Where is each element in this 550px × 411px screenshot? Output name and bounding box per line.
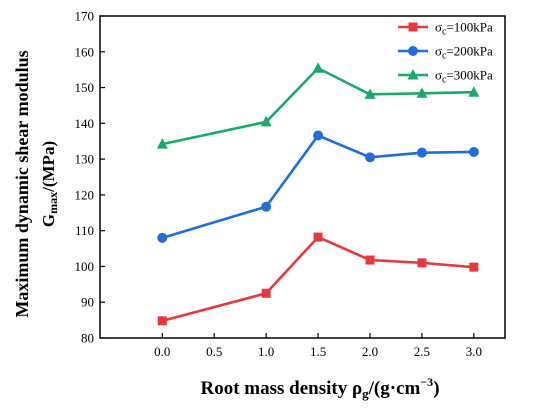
series-line bbox=[161, 235, 474, 323]
data-point bbox=[468, 146, 479, 157]
legend-marker bbox=[407, 69, 419, 80]
x-tick-label: 0.5 bbox=[206, 344, 222, 359]
y-tick-label: 90 bbox=[81, 295, 94, 310]
data-point bbox=[365, 255, 375, 265]
data-point bbox=[261, 288, 271, 298]
series-line bbox=[161, 134, 474, 240]
x-tick-label: 1.0 bbox=[258, 344, 274, 359]
data-point bbox=[416, 87, 428, 98]
y-tick-label: 120 bbox=[75, 187, 95, 202]
legend-label: σc=200kPa bbox=[435, 44, 493, 62]
data-point bbox=[416, 147, 427, 158]
legend-item: σc=100kPa bbox=[398, 20, 493, 38]
y-tick-label: 140 bbox=[75, 116, 95, 131]
series-layer bbox=[156, 62, 480, 326]
y-axis-label-line1: Maximum dynamic shear modulus bbox=[12, 50, 32, 317]
x-tick-label: 2.5 bbox=[414, 344, 430, 359]
data-point bbox=[312, 62, 324, 73]
y-axis-label-line2: Gmax/(MPa) bbox=[39, 141, 60, 227]
legend-item: σc=200kPa bbox=[398, 44, 493, 62]
x-axis-label: Root mass density ρg/(g·cm−3) bbox=[200, 375, 439, 401]
series-line bbox=[162, 66, 474, 146]
y-tick-label: 130 bbox=[75, 152, 95, 167]
data-point bbox=[156, 138, 168, 149]
y-tick-label: 170 bbox=[75, 9, 95, 24]
x-tick-label: 3.0 bbox=[466, 344, 482, 359]
y-tick-label: 160 bbox=[75, 44, 95, 59]
data-point bbox=[260, 115, 272, 127]
legend-label: σc=300kPa bbox=[435, 68, 493, 86]
data-point bbox=[364, 88, 376, 99]
y-tick-label: 110 bbox=[75, 223, 94, 238]
data-point bbox=[417, 258, 427, 268]
data-point bbox=[157, 316, 167, 326]
series-3 bbox=[156, 62, 480, 149]
data-point bbox=[365, 152, 375, 163]
y-tick-label: 150 bbox=[75, 80, 95, 95]
legend: σc=100kPa σc=200kPa σc=300kPa bbox=[398, 20, 493, 86]
data-point bbox=[313, 130, 324, 141]
series-1 bbox=[157, 232, 479, 326]
x-tick-label: 0.0 bbox=[154, 344, 170, 359]
data-point bbox=[157, 232, 168, 243]
data-point bbox=[468, 86, 480, 97]
x-axis-ticks: 0.0 0.5 1.0 1.5 2.0 2.5 3.0 bbox=[154, 333, 482, 359]
y-axis-ticks: 80 90 100 110 120 130 140 150 160 170 bbox=[75, 9, 105, 346]
legend-marker bbox=[408, 22, 418, 32]
y-tick-label: 80 bbox=[81, 331, 94, 346]
data-point bbox=[261, 201, 272, 212]
plot-frame bbox=[99, 15, 506, 339]
legend-item: σc=300kPa bbox=[398, 68, 493, 86]
legend-marker bbox=[408, 46, 418, 56]
series-2 bbox=[157, 130, 479, 243]
data-point bbox=[313, 232, 323, 242]
x-tick-label: 2.0 bbox=[362, 344, 378, 359]
plot-border bbox=[99, 15, 506, 339]
legend-label: σc=100kPa bbox=[435, 20, 493, 38]
y-tick-label: 100 bbox=[75, 259, 95, 274]
data-point bbox=[469, 262, 479, 272]
x-tick-label: 1.5 bbox=[310, 344, 326, 359]
